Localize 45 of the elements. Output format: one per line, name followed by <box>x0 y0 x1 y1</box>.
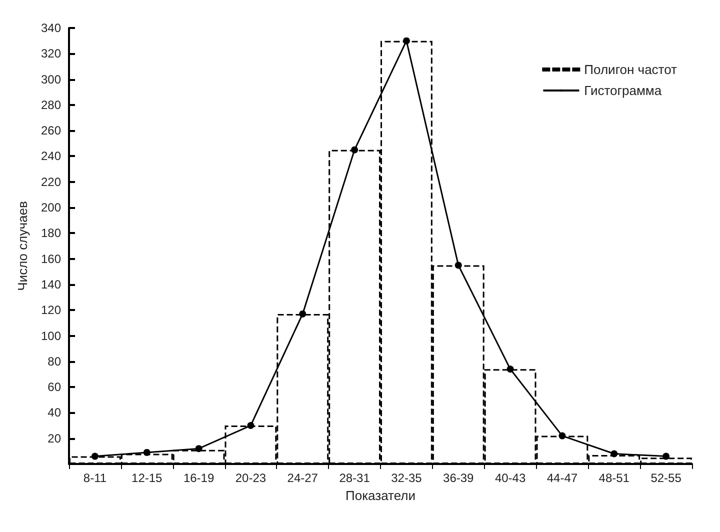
point <box>558 432 566 440</box>
y-tick-label: 60 <box>48 380 62 394</box>
x-tick-label: 24-27 <box>287 471 318 485</box>
y-tick-label: 320 <box>40 46 62 61</box>
x-tick-label: 40-43 <box>494 471 526 485</box>
x-tick-label: 44-47 <box>546 471 578 485</box>
y-tick-label: 120 <box>40 303 62 318</box>
y-tick-label: 140 <box>40 277 62 292</box>
x-tick-label: 32-35 <box>391 471 422 485</box>
y-tick-label: 40 <box>48 406 62 420</box>
y-tick-label: 260 <box>40 124 62 138</box>
x-axis-title: Показатели <box>346 488 416 503</box>
y-tick-label: 200 <box>40 200 62 215</box>
legend-label: Полигон частот <box>584 62 678 77</box>
x-tick-label: 20-23 <box>235 471 266 485</box>
legend-label: Гистограмма <box>584 83 662 98</box>
y-axis-title: Число случаев <box>15 201 30 291</box>
point <box>506 366 514 373</box>
y-tick-label: 280 <box>40 98 62 112</box>
x-tick-label: 8-11 <box>83 471 107 485</box>
x-tick-label: 48-51 <box>598 471 630 485</box>
point <box>610 450 618 458</box>
point <box>662 452 670 460</box>
y-tick-label: 300 <box>40 72 62 86</box>
point <box>195 445 202 452</box>
y-tick-label: 20 <box>48 431 62 446</box>
point <box>351 146 358 154</box>
point <box>91 452 98 460</box>
y-tick-label: 240 <box>40 149 62 164</box>
x-tick-label: 52-55 <box>650 471 682 485</box>
point <box>143 448 150 456</box>
y-tick-label: 100 <box>40 328 62 343</box>
y-tick-label: 340 <box>40 21 62 35</box>
x-tick-label: 12-15 <box>132 471 163 485</box>
point <box>402 37 410 44</box>
y-tick-label: 180 <box>40 226 62 240</box>
point <box>299 310 306 318</box>
x-tick-label: 28-31 <box>339 471 370 485</box>
y-tick-label: 80 <box>48 354 62 368</box>
x-tick-label: 36-39 <box>443 471 474 485</box>
x-tick-label: 16-19 <box>183 471 214 485</box>
point <box>454 262 462 269</box>
y-tick-label: 220 <box>40 174 62 189</box>
y-tick-label: 160 <box>40 252 62 266</box>
point <box>247 422 254 430</box>
